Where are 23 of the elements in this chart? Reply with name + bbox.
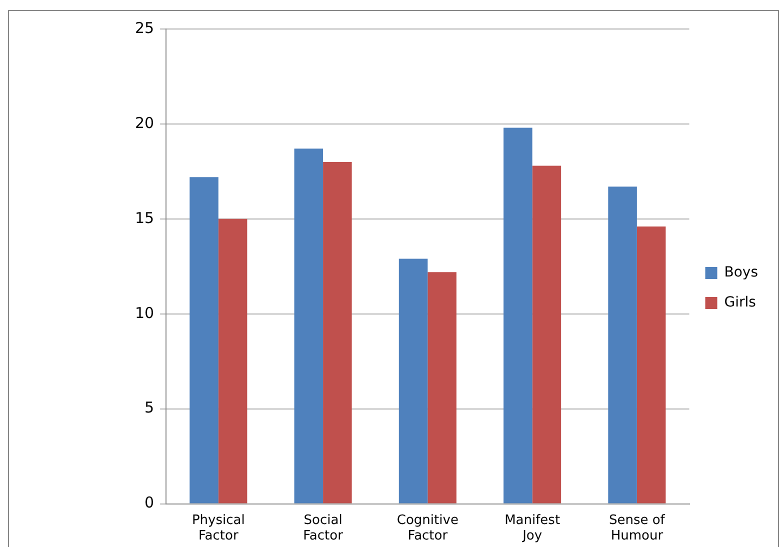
- bar: [294, 148, 324, 504]
- legend-label: Girls: [724, 294, 756, 311]
- y-tick-label: 15: [134, 208, 154, 227]
- y-tick-label: 5: [144, 398, 154, 417]
- bar: [532, 166, 562, 504]
- x-tick-label: Sense of Humour: [608, 512, 666, 544]
- y-tick-label: 25: [134, 18, 154, 37]
- y-tick-label: 20: [134, 114, 154, 132]
- bar: [504, 128, 532, 504]
- x-tick-label: Cognitive Factor: [396, 512, 458, 544]
- y-tick-label: 0: [144, 494, 154, 512]
- x-tick-label: Social Factor: [303, 512, 344, 544]
- bar: [398, 258, 428, 504]
- bar: [218, 218, 248, 504]
- bar: [428, 272, 456, 504]
- x-tick-label: Manifest Joy: [504, 512, 560, 544]
- legend-label: Boys: [724, 264, 758, 281]
- bar: [323, 162, 352, 504]
- bar: [636, 226, 666, 504]
- x-tick-label: Physical Factor: [192, 512, 245, 544]
- bar: [190, 177, 218, 504]
- bar: [608, 186, 637, 504]
- y-tick-label: 10: [134, 304, 154, 322]
